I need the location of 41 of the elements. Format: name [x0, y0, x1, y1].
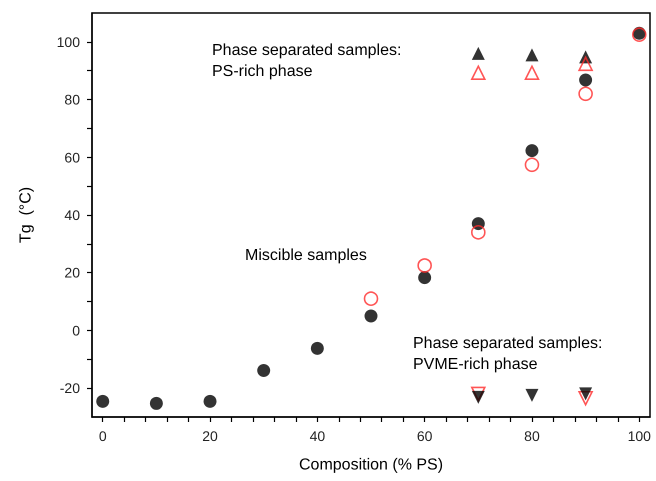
point	[471, 65, 486, 80]
x-tick-label: 100	[628, 428, 652, 444]
point	[525, 48, 538, 62]
point	[364, 310, 378, 322]
point	[96, 394, 110, 408]
point	[364, 291, 378, 306]
y-axis-title: Tg (°C)	[18, 186, 34, 244]
y-tick-label: -20	[60, 380, 80, 396]
y-tick-label: 0	[72, 322, 80, 338]
point	[204, 394, 217, 408]
point	[579, 387, 592, 400]
point	[524, 65, 540, 80]
point	[418, 271, 432, 284]
y-tick-label: 80	[64, 92, 80, 108]
y-tick-label: 40	[64, 207, 80, 223]
y-tick-label: 100	[56, 34, 80, 50]
point	[472, 46, 485, 60]
point	[150, 396, 163, 410]
point	[579, 73, 592, 86]
point	[417, 258, 432, 273]
x-tick-label: 80	[524, 428, 540, 444]
annotation: Phase separated samples: PS-rich phase	[212, 42, 402, 80]
point	[578, 86, 593, 102]
point	[578, 56, 593, 72]
point	[578, 390, 593, 406]
x-tick-label: 0	[98, 428, 107, 444]
point	[472, 390, 485, 404]
y-tick-label: 60	[64, 149, 80, 166]
annotation: Phase separated samples: PVME-rich phase	[413, 335, 602, 373]
point	[525, 144, 538, 158]
point	[310, 342, 324, 355]
point	[524, 157, 540, 172]
y-tick-label: 20	[64, 264, 80, 281]
annotation: Miscible samples	[245, 247, 367, 264]
x-axis-title: Composition (% PS)	[298, 456, 444, 474]
x-tick-label: 40	[310, 428, 326, 444]
point	[471, 225, 486, 240]
x-tick-label: 60	[416, 428, 433, 444]
point	[257, 364, 270, 378]
point	[525, 388, 538, 402]
x-tick-label: 20	[202, 428, 218, 444]
